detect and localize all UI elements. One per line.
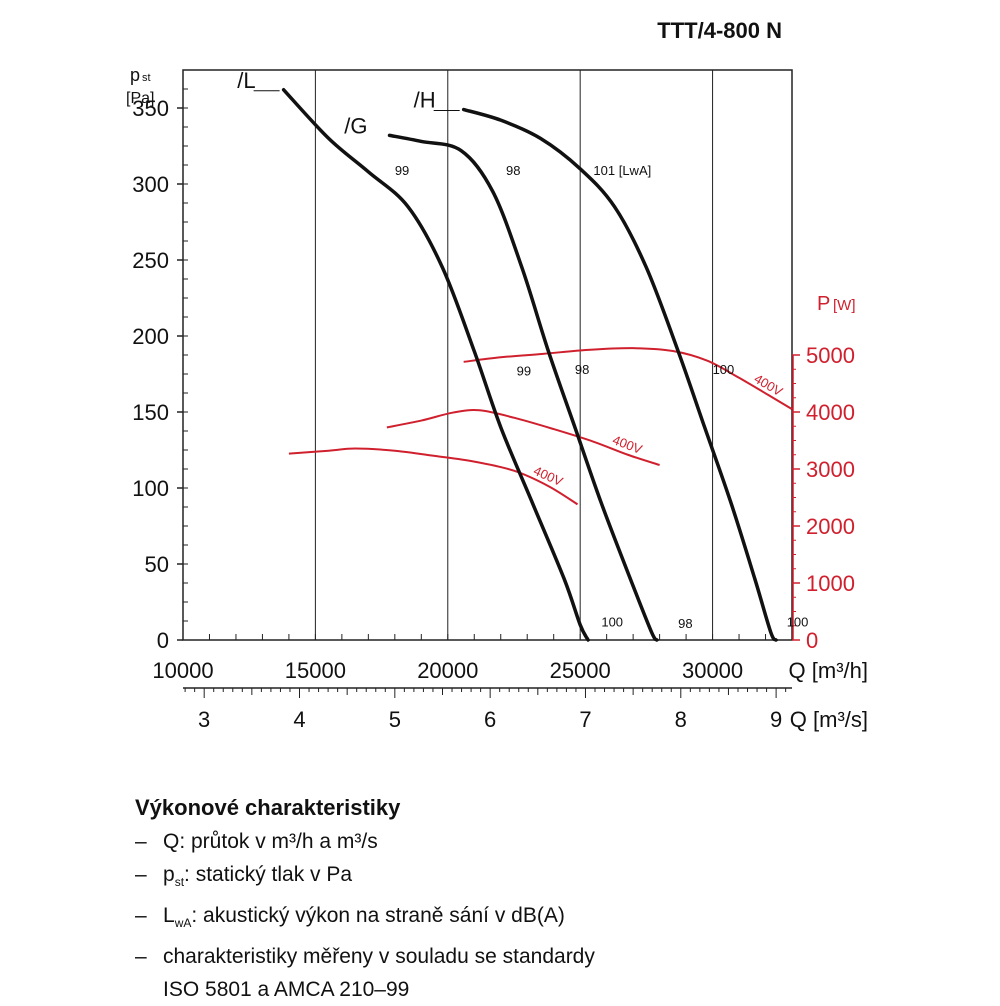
power-curve-label: 400V: [611, 432, 645, 457]
curve-name-label: /L: [237, 68, 255, 93]
plot-frame: [182, 69, 793, 641]
lwa-label: 98: [506, 163, 520, 178]
legend-prefix: L: [163, 904, 175, 928]
legend-item-lwa: – LwA: akustický výkon na straně sání v …: [135, 899, 595, 940]
legend-item-q: – Q: průtok v m³/h a m³/s: [135, 825, 595, 858]
power-axis-label: P: [817, 293, 830, 315]
lwa-label: 101 [LwA]: [593, 163, 651, 178]
dash: –: [135, 904, 147, 928]
legend-heading: Výkonové charakteristiky: [135, 795, 401, 820]
dash: –: [135, 945, 147, 969]
axes: 0 50 100 150 200 250 300 350 p st [Pa] 0 1000 2000 300…: [126, 65, 868, 732]
tick-label-x: 25000: [550, 658, 611, 683]
tick-label-x2: 7: [579, 707, 591, 732]
dash: –: [135, 830, 147, 853]
legend-list: – Q: průtok v m³/h a m³/s – pst: statick…: [135, 825, 595, 1006]
tick-label-y: 50: [145, 552, 169, 577]
legend-item-standards: – charakteristiky měřeny v souladu se st…: [135, 940, 595, 973]
tick-label-x: 15000: [285, 658, 346, 683]
tick-label-x2: 4: [293, 707, 305, 732]
power-curve: [463, 347, 793, 411]
power-axis-unit: [W]: [833, 297, 856, 314]
legend-item-pst: – pst: statický tlak v Pa: [135, 858, 595, 899]
power-tick-label: 5000: [806, 343, 855, 368]
legend-sub: wA: [174, 916, 192, 931]
tick-label-y: 350: [132, 96, 169, 121]
power-curve: [288, 447, 579, 506]
curve-labels: /L 99 99 100/G 98 98 98/H 101 [LwA] 100 100: [237, 68, 808, 631]
legend-text: : statický tlak v Pa: [184, 863, 353, 886]
power-tick-label: 3000: [806, 457, 855, 482]
tick-label-x2: 6: [484, 707, 496, 732]
tick-label-x: 20000: [417, 658, 478, 683]
tick-label-y: 0: [157, 628, 169, 653]
power-tick-label: 2000: [806, 514, 855, 539]
tick-label-x: 30000: [682, 658, 743, 683]
grid: [182, 69, 793, 641]
lwa-label: 99: [395, 163, 409, 178]
legend-item-standards-cont: ISO 5801 a AMCA 210–99: [163, 978, 410, 1002]
legend-text: Q: průtok v m³/h a m³/s: [163, 830, 378, 853]
legend-prefix: p: [163, 863, 175, 886]
tick-label-x2: 3: [198, 707, 210, 732]
curve-name-label: /H: [414, 88, 436, 113]
lwa-label: 100: [713, 362, 735, 377]
y-axis-unit: [Pa]: [126, 90, 154, 107]
lwa-label: 99: [517, 364, 531, 379]
power-curve: [386, 409, 660, 466]
legend-sub: st: [174, 875, 185, 890]
legend-text: charakteristiky měřeny v souladu se stan…: [163, 945, 595, 969]
x2-axis-label: Q [m³/s]: [790, 707, 868, 732]
chart-title: TTT/4-800 N: [657, 18, 782, 43]
lwa-label: 98: [575, 362, 589, 377]
pressure-curve: [461, 107, 778, 642]
x-axis-label: Q [m³/h]: [789, 658, 868, 683]
tick-label-x: 10000: [152, 658, 213, 683]
tick-label-x2: 8: [675, 707, 687, 732]
tick-label-x2: 5: [389, 707, 401, 732]
pressure-curve: [281, 88, 590, 642]
lwa-label: 100: [787, 614, 809, 629]
power-tick-label: 4000: [806, 400, 855, 425]
tick-label-y: 100: [132, 476, 169, 501]
curve-name-label: /G: [344, 113, 367, 138]
lwa-label: 100: [601, 614, 623, 629]
pressure-curve: [387, 133, 659, 642]
tick-label-x2: 9: [770, 707, 782, 732]
lwa-label: 98: [678, 616, 692, 631]
legend-text: : akustický výkon na straně sání v dB(A): [191, 904, 565, 928]
power-tick-label: 1000: [806, 571, 855, 596]
performance-chart: 0 50 100 150 200 250 300 350 p st [Pa] 0 1000 2000 300…: [126, 65, 868, 732]
dash: –: [135, 863, 147, 886]
tick-label-y: 200: [132, 324, 169, 349]
power-tick-label: 0: [806, 628, 818, 653]
tick-label-y: 300: [132, 172, 169, 197]
pressure-curves: [281, 88, 778, 642]
y-axis-label-sub: st: [142, 72, 151, 84]
tick-label-y: 150: [132, 400, 169, 425]
y-axis-label: p: [130, 65, 140, 85]
legend-block: Výkonové charakteristiky – Q: průtok v m…: [135, 795, 595, 1006]
tick-label-y: 250: [132, 248, 169, 273]
